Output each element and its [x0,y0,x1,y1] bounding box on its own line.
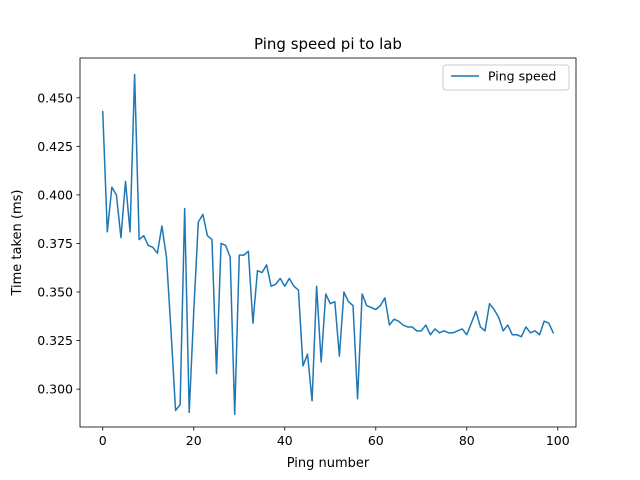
plot-area [79,57,577,428]
axis-ticks: 0 20 40 60 80 100 0.300 0.325 0.350 0.375 0.400 0.4… [37,90,570,448]
y-tick-label: 0.375 [37,236,73,251]
legend-label: Ping speed [488,69,556,84]
y-tick-label: 0.300 [37,382,73,397]
x-tick-label: 60 [368,433,384,448]
y-tick-label: 0.450 [37,90,73,105]
y-axis-label: Time taken (ms) [10,189,25,296]
y-tick-label: 0.350 [37,285,73,300]
x-tick-label: 80 [459,433,475,448]
x-tick-label: 0 [99,433,107,448]
chart-title: Ping speed pi to lab [254,35,402,53]
y-tick-label: 0.425 [37,139,73,154]
legend: Ping speed [442,64,570,91]
series-line-0 [102,73,554,416]
x-tick-label: 100 [546,433,570,448]
legend-box [442,64,570,91]
x-tick-label: 40 [277,433,293,448]
y-tick-label: 0.325 [37,333,73,348]
x-axis-label: Ping number [287,456,370,471]
axes-frame [79,57,577,428]
y-tick-label: 0.400 [37,187,73,202]
x-tick-label: 20 [186,433,202,448]
